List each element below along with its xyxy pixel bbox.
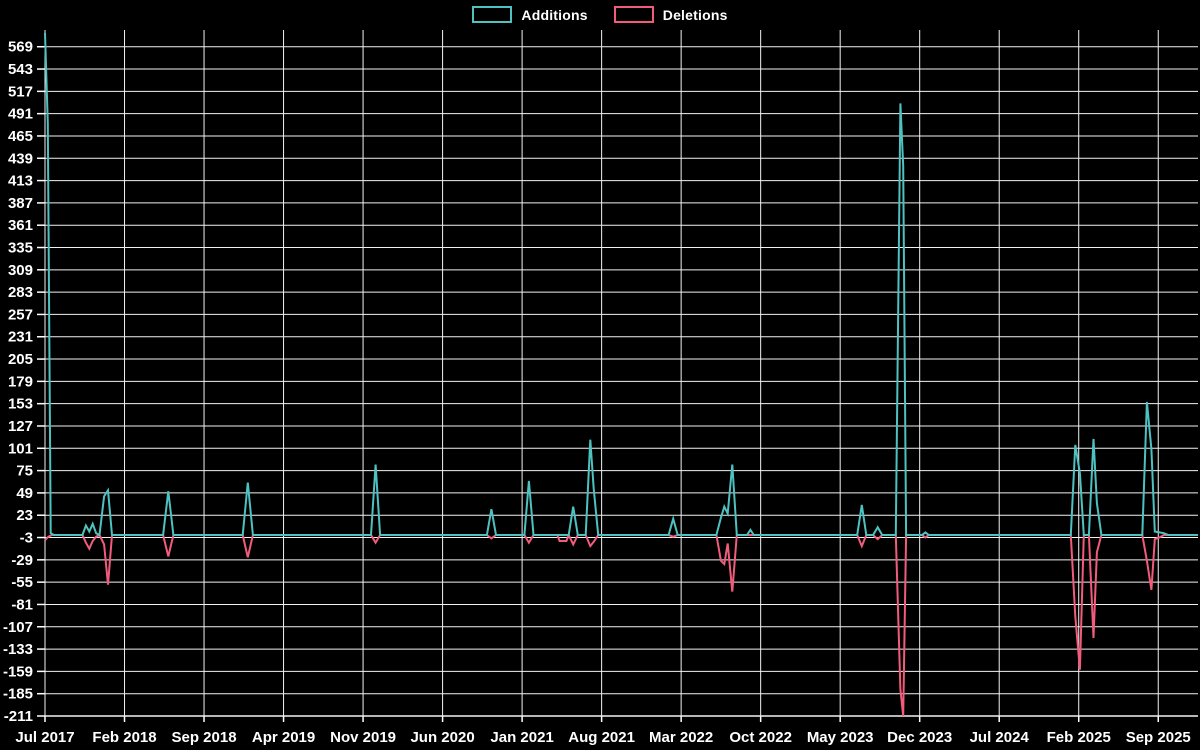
x-grid: Jul 2017 Feb 2018 Sep 2018 Apr 2019 Nov 2019… — [15, 30, 1191, 746]
y-tick-label: 231 — [8, 329, 33, 346]
x-tick-label: Sep 2025 — [1126, 729, 1191, 746]
y-tick-label: 413 — [8, 173, 33, 190]
y-tick-label: 23 — [16, 507, 33, 524]
y-tick-label: 283 — [8, 284, 33, 301]
x-tick-label: Jul 2017 — [15, 729, 74, 746]
x-tick-label: Mar 2022 — [649, 729, 713, 746]
deletions-line — [44, 532, 1198, 717]
y-tick-label: -107 — [3, 619, 33, 636]
legend-swatch-additions — [472, 6, 513, 23]
additions-line — [44, 32, 1198, 537]
y-tick-label: 543 — [8, 61, 33, 78]
y-tick-label: 153 — [8, 396, 33, 413]
chart-legend: Additions Deletions — [0, 6, 1200, 23]
x-tick-label: May 2023 — [807, 729, 874, 746]
y-tick-label: -159 — [3, 663, 33, 680]
y-tick-label: 127 — [8, 418, 33, 435]
y-tick-label: 101 — [8, 440, 33, 457]
y-tick-label: 335 — [8, 240, 33, 257]
y-tick-label: 49 — [16, 485, 33, 502]
y-tick-label: -55 — [11, 574, 33, 591]
y-tick-label: 75 — [16, 463, 33, 480]
legend-label-additions: Additions — [521, 6, 588, 23]
x-tick-label: Aug 2021 — [568, 729, 635, 746]
y-tick-label: 309 — [8, 262, 33, 279]
y-tick-label: 439 — [8, 150, 33, 167]
x-tick-label: Jul 2024 — [970, 729, 1030, 746]
y-tick-label: -81 — [11, 596, 33, 613]
y-tick-label: 361 — [8, 217, 33, 234]
y-tick-label: 205 — [8, 351, 33, 368]
legend-label-deletions: Deletions — [662, 6, 728, 23]
x-tick-label: Oct 2022 — [729, 729, 792, 746]
y-tick-label: 257 — [8, 306, 33, 323]
y-tick-label: -211 — [4, 708, 33, 725]
y-tick-label: 387 — [8, 195, 33, 212]
y-tick-label: -3 — [20, 530, 33, 547]
legend-swatch-deletions — [613, 6, 654, 23]
y-tick-label: 569 — [8, 39, 33, 56]
legend-item-deletions[interactable]: Deletions — [613, 6, 728, 23]
legend-item-additions[interactable]: Additions — [472, 6, 588, 23]
x-tick-label: Jun 2020 — [410, 729, 474, 746]
y-tick-label: 465 — [8, 128, 33, 145]
y-grid: 569 543 517 491 465 439 413 387 361 335 309 283 257 2… — [3, 39, 1198, 725]
x-tick-label: Feb 2018 — [92, 729, 156, 746]
x-tick-label: Jan 2021 — [490, 729, 553, 746]
y-tick-label: -29 — [11, 552, 33, 569]
x-tick-label: Nov 2019 — [330, 729, 396, 746]
x-tick-label: Apr 2019 — [252, 729, 315, 746]
x-tick-label: Feb 2025 — [1047, 729, 1111, 746]
y-tick-label: 179 — [8, 373, 33, 390]
y-tick-label: 517 — [8, 83, 33, 100]
y-tick-label: -133 — [3, 641, 33, 658]
y-tick-label: -185 — [3, 686, 33, 703]
x-tick-label: Dec 2023 — [887, 729, 952, 746]
y-tick-label: 491 — [8, 106, 33, 123]
x-tick-label: Sep 2018 — [172, 729, 237, 746]
